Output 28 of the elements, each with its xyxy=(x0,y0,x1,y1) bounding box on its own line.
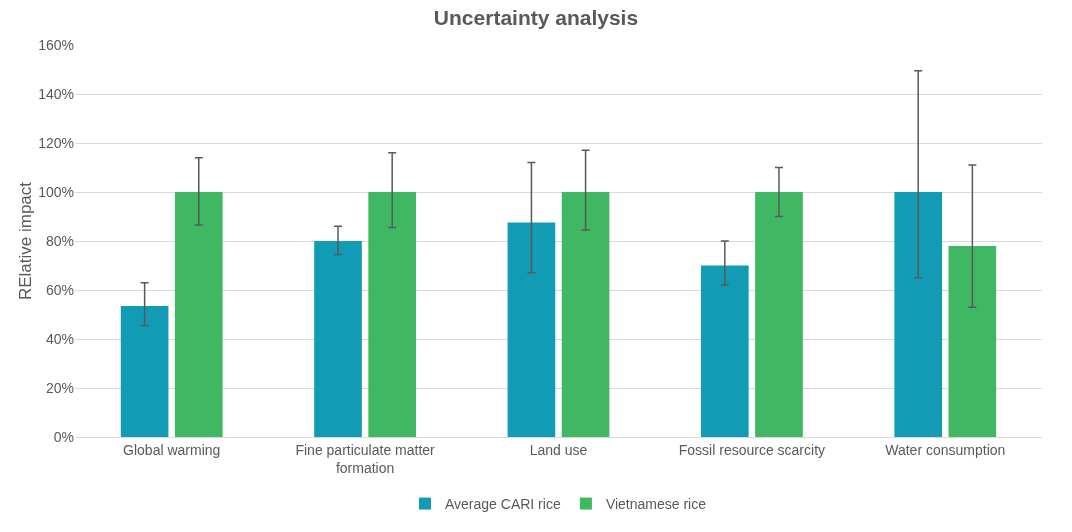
bar xyxy=(561,192,610,437)
y-tick-label: 160% xyxy=(38,36,74,53)
x-tick-label: Fine particulate matter formation xyxy=(295,441,436,476)
bar xyxy=(314,241,362,437)
y-tick-label: 80% xyxy=(45,232,74,249)
legend-label: Vietnamese rice xyxy=(605,496,707,513)
bar xyxy=(120,305,169,437)
y-tick-label: 0% xyxy=(53,428,74,445)
y-tick-label: 20% xyxy=(45,379,74,396)
bar xyxy=(894,192,943,437)
legend-label: Average CARI rice xyxy=(445,496,561,513)
bar xyxy=(755,192,803,437)
x-tick-label: Water consumption xyxy=(885,441,1006,458)
y-tick-label: 120% xyxy=(38,134,74,151)
bar xyxy=(507,222,556,437)
bar xyxy=(948,245,997,437)
x-tick-label: Fossil resource scarcity xyxy=(678,441,826,458)
bar xyxy=(174,192,223,437)
chart-title: Uncertainty analysis xyxy=(433,6,639,30)
y-tick-label: 140% xyxy=(38,85,74,102)
bar xyxy=(701,265,749,437)
y-axis-title: RElative impact xyxy=(16,181,35,301)
x-tick-label: Land use xyxy=(529,441,588,458)
y-tick-label: 40% xyxy=(45,330,74,347)
y-tick-label: 60% xyxy=(45,281,74,298)
bar xyxy=(368,192,416,437)
x-tick-label: Global warming xyxy=(123,441,221,458)
y-tick-label: 100% xyxy=(38,183,74,200)
